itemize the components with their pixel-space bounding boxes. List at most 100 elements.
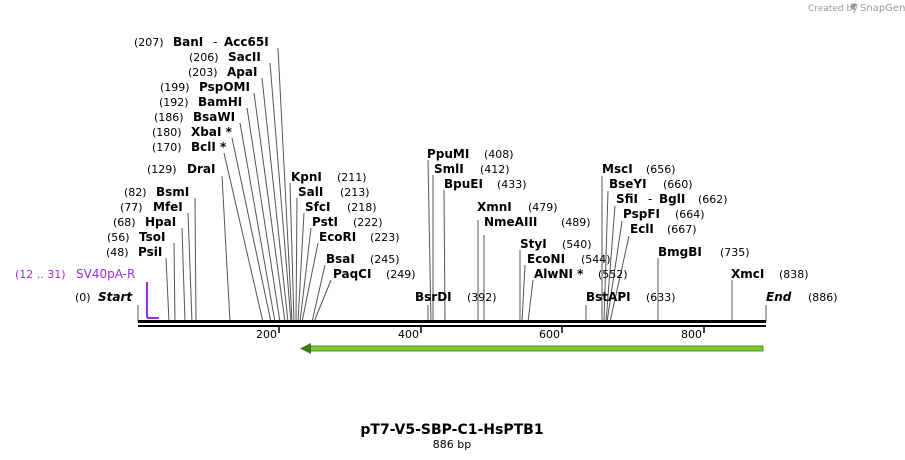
- svg-text:(48): (48): [106, 246, 129, 259]
- svg-text:(211): (211): [337, 171, 367, 184]
- feature-sv40pa[interactable]: (12 .. 31) SV40pA-R: [15, 267, 159, 319]
- insert-arrow[interactable]: [300, 343, 764, 354]
- site-label-smlI[interactable]: SmlI (412): [434, 162, 510, 176]
- site-label-paqCI[interactable]: PaqCI (249): [333, 267, 416, 281]
- svg-text:(249): (249): [386, 268, 416, 281]
- svg-text:(223): (223): [370, 231, 400, 244]
- svg-text:(56): (56): [107, 231, 130, 244]
- svg-text:(667): (667): [667, 223, 697, 236]
- site-label-tsoI[interactable]: (56) TsoI: [107, 230, 165, 244]
- svg-text:(203): (203): [188, 66, 218, 79]
- svg-text:(656): (656): [646, 163, 676, 176]
- svg-text:(392): (392): [467, 291, 497, 304]
- site-leader-lines: [165, 47, 733, 323]
- site-label-pstI[interactable]: PstI (222): [312, 215, 383, 229]
- site-label-styI[interactable]: StyI (540): [520, 237, 592, 251]
- site-label-xbaI[interactable]: (180) XbaI *: [152, 125, 233, 139]
- end-label: End (886): [765, 290, 838, 322]
- site-label-bsrDI[interactable]: BsrDI (392): [415, 290, 497, 304]
- site-label-sfcI[interactable]: SfcI (218): [305, 200, 377, 214]
- site-label-draI[interactable]: (129) DraI: [147, 162, 215, 176]
- svg-text:ApaI: ApaI: [227, 65, 257, 79]
- site-label-ppuMI[interactable]: PpuMI (408): [427, 147, 514, 161]
- start-label: (0) Start: [75, 290, 139, 322]
- site-label-eclI[interactable]: EclI (667): [630, 222, 697, 236]
- svg-text:(222): (222): [353, 216, 383, 229]
- svg-text:PpuMI: PpuMI: [427, 147, 469, 161]
- svg-text:EcoRI: EcoRI: [319, 230, 356, 244]
- site-label-alwNI[interactable]: AlwNI * (552): [534, 267, 628, 281]
- svg-text:(0): (0): [75, 291, 91, 304]
- svg-text:Acc65I: Acc65I: [224, 35, 269, 49]
- svg-text:PsiI: PsiI: [138, 245, 162, 259]
- svg-text:-: -: [213, 35, 217, 49]
- svg-text:(664): (664): [675, 208, 705, 221]
- site-label-bseYI[interactable]: BseYI (660): [609, 177, 693, 191]
- svg-text:EcoNI: EcoNI: [527, 252, 565, 266]
- svg-text:DraI: DraI: [187, 162, 215, 176]
- svg-text:(660): (660): [663, 178, 693, 191]
- svg-text:-: -: [648, 192, 652, 206]
- site-label-psiI[interactable]: (48) PsiI: [106, 245, 162, 259]
- svg-text:StyI: StyI: [520, 237, 547, 251]
- svg-text:(206): (206): [189, 51, 219, 64]
- svg-text:(199): (199): [160, 81, 190, 94]
- svg-text:BamHI: BamHI: [198, 95, 242, 109]
- site-label-banI[interactable]: (207) BanI - Acc65I: [134, 35, 269, 49]
- svg-text:PspFI: PspFI: [623, 207, 660, 221]
- site-label-bsaI[interactable]: BsaI (245): [326, 252, 400, 266]
- site-label-bmgBI[interactable]: BmgBI (735): [658, 245, 750, 259]
- svg-text:(408): (408): [484, 148, 514, 161]
- site-label-xmnI[interactable]: XmnI (479): [477, 200, 558, 214]
- svg-text:HpaI: HpaI: [145, 215, 176, 229]
- svg-text:BsaWI: BsaWI: [193, 110, 235, 124]
- svg-text:KpnI: KpnI: [291, 170, 322, 184]
- site-label-pspOMI[interactable]: (199) PspOMI: [160, 80, 250, 94]
- svg-text:(186): (186): [154, 111, 184, 124]
- svg-text:SmlI: SmlI: [434, 162, 464, 176]
- site-label-nmeAIII[interactable]: NmeAIII (489): [484, 215, 591, 229]
- plasmid-length: 886 bp: [433, 438, 471, 451]
- svg-text:(662): (662): [698, 193, 728, 206]
- site-label-bpuEI[interactable]: BpuEI (433): [444, 177, 527, 191]
- site-label-bsmI[interactable]: (82) BsmI: [124, 185, 189, 199]
- site-label-sacII[interactable]: (206) SacII: [189, 50, 261, 64]
- site-label-bstAPI[interactable]: BstAPI (633): [586, 290, 676, 304]
- svg-text:XbaI *: XbaI *: [191, 125, 233, 139]
- svg-text:MfeI: MfeI: [153, 200, 183, 214]
- site-label-bsaWI[interactable]: (186) BsaWI: [154, 110, 235, 124]
- site-label-mscI[interactable]: MscI (656): [602, 162, 676, 176]
- site-label-bamHI[interactable]: (192) BamHI: [159, 95, 242, 109]
- brand-text: SnapGene: [860, 3, 905, 14]
- tick-label-200: 200: [256, 328, 277, 341]
- site-label-xmcI[interactable]: XmcI (838): [731, 267, 809, 281]
- svg-text:(412): (412): [480, 163, 510, 176]
- site-label-pspFI[interactable]: PspFI (664): [623, 207, 705, 221]
- svg-text:PaqCI: PaqCI: [333, 267, 371, 281]
- svg-text:EclI: EclI: [630, 222, 654, 236]
- site-label-salI[interactable]: SalI (213): [298, 185, 370, 199]
- svg-text:(544): (544): [581, 253, 611, 266]
- site-label-mfeI[interactable]: (77) MfeI: [120, 200, 183, 214]
- credit-text: Created by: [808, 4, 858, 14]
- svg-text:BglI: BglI: [659, 192, 685, 206]
- svg-text:(735): (735): [720, 246, 750, 259]
- site-label-kpnI[interactable]: KpnI (211): [291, 170, 367, 184]
- svg-text:BclI *: BclI *: [191, 140, 227, 154]
- svg-text:BpuEI: BpuEI: [444, 177, 483, 191]
- svg-text:(838): (838): [779, 268, 809, 281]
- site-label-ecoNI[interactable]: EcoNI (544): [527, 252, 611, 266]
- tick-label-800: 800: [681, 328, 702, 341]
- svg-text:(245): (245): [370, 253, 400, 266]
- site-label-hpaI[interactable]: (68) HpaI: [113, 215, 176, 229]
- svg-text:PstI: PstI: [312, 215, 338, 229]
- svg-text:SfcI: SfcI: [305, 200, 330, 214]
- svg-text:BseYI: BseYI: [609, 177, 647, 191]
- tick-label-400: 400: [398, 328, 419, 341]
- site-label-bclI[interactable]: (170) BclI *: [152, 140, 227, 154]
- site-label-sfiI[interactable]: SfiI - BglI (662): [616, 192, 728, 206]
- site-label-apaI[interactable]: (203) ApaI: [188, 65, 257, 79]
- svg-text:BmgBI: BmgBI: [658, 245, 702, 259]
- svg-text:(540): (540): [562, 238, 592, 251]
- site-label-ecoRI[interactable]: EcoRI (223): [319, 230, 400, 244]
